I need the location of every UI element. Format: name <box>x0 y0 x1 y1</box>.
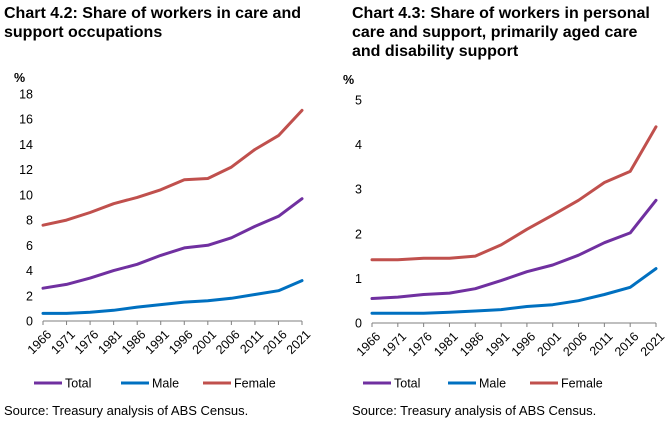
x-tick-label: 1981 <box>95 327 125 357</box>
y-tick-label: 2 <box>355 227 362 241</box>
y-tick-label: 14 <box>19 138 33 152</box>
x-tick-label: 1996 <box>509 329 539 359</box>
x-tick-label: 1986 <box>119 327 149 357</box>
x-tick-label: 1991 <box>483 329 513 359</box>
x-tick-label: 2001 <box>535 329 565 359</box>
y-axis-unit-label: % <box>343 73 354 87</box>
x-tick-label: 2021 <box>638 329 668 359</box>
y-tick-label: 10 <box>19 188 33 202</box>
chart-4-3: %012345196619711976198119861991199620012… <box>343 73 668 391</box>
y-tick-label: 4 <box>26 264 33 278</box>
series-line-male <box>41 279 304 315</box>
x-tick-label: 1986 <box>457 329 487 359</box>
chart-title-4-3: Chart 4.3: Share of workers in personal … <box>352 5 650 60</box>
x-tick-label: 1971 <box>48 327 78 357</box>
x-tick-label: 1971 <box>380 329 410 359</box>
x-tick-label: 2011 <box>587 329 616 358</box>
legend-label-total: Total <box>394 377 420 391</box>
chart-title-4-2: Chart 4.2: Share of workers in care and … <box>4 5 301 41</box>
legend-label-male: Male <box>479 377 506 391</box>
x-tick-label: 2021 <box>284 327 314 357</box>
x-tick-label: 1976 <box>405 329 435 359</box>
y-tick-label: 4 <box>355 138 362 152</box>
legend-label-total: Total <box>65 377 91 391</box>
y-tick-label: 8 <box>26 214 33 228</box>
chart-4-2: % 0 2 4 6 8 10 12 14 16 18 196619711976198119861991… <box>14 71 314 391</box>
series-line-female <box>370 125 658 262</box>
x-tick-label: 2016 <box>260 327 290 357</box>
y-tick-label: 2 <box>26 289 33 303</box>
y-axis-unit-label: % <box>14 71 25 85</box>
y-tick-label: 1 <box>355 272 362 286</box>
y-tick-label: 16 <box>19 113 33 127</box>
y-tick-label: 3 <box>355 183 362 197</box>
x-tick-label: 1991 <box>143 327 173 357</box>
series-line-female <box>41 108 304 227</box>
x-tick-label: 1996 <box>166 327 196 357</box>
y-tick-label: 5 <box>355 94 362 108</box>
y-tick-label: 12 <box>19 163 33 177</box>
x-tick-label: 1976 <box>72 327 102 357</box>
y-tick-label: 0 <box>355 317 362 331</box>
x-tick-label: 1981 <box>431 329 461 359</box>
series-line-total <box>41 197 304 290</box>
x-tick-label: 1966 <box>354 329 384 359</box>
series-line-male <box>370 267 658 315</box>
legend-label-female: Female <box>234 377 276 391</box>
y-tick-label: 18 <box>19 88 33 102</box>
y-tick-label: 6 <box>26 239 33 253</box>
x-tick-label: 1966 <box>25 327 55 357</box>
source-note-4-3: Source: Treasury analysis of ABS Census. <box>352 403 597 418</box>
x-tick-label: 2006 <box>213 327 243 357</box>
source-note-4-2: Source: Treasury analysis of ABS Census. <box>4 403 249 418</box>
legend-label-male: Male <box>152 377 179 391</box>
x-tick-label: 2001 <box>190 327 220 357</box>
x-tick-label: 2011 <box>237 327 266 356</box>
x-tick-label: 2006 <box>560 329 590 359</box>
series-line-total <box>370 198 658 300</box>
x-tick-label: 2016 <box>612 329 642 359</box>
y-tick-label: 0 <box>26 315 33 329</box>
legend-label-female: Female <box>561 377 603 391</box>
